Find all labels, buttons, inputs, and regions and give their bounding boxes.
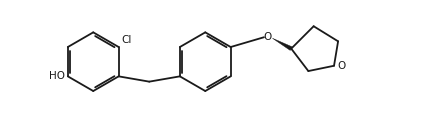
Text: Cl: Cl — [121, 35, 132, 45]
Text: O: O — [263, 32, 271, 42]
Text: O: O — [336, 61, 345, 71]
Polygon shape — [272, 38, 292, 50]
Text: HO: HO — [49, 71, 65, 81]
